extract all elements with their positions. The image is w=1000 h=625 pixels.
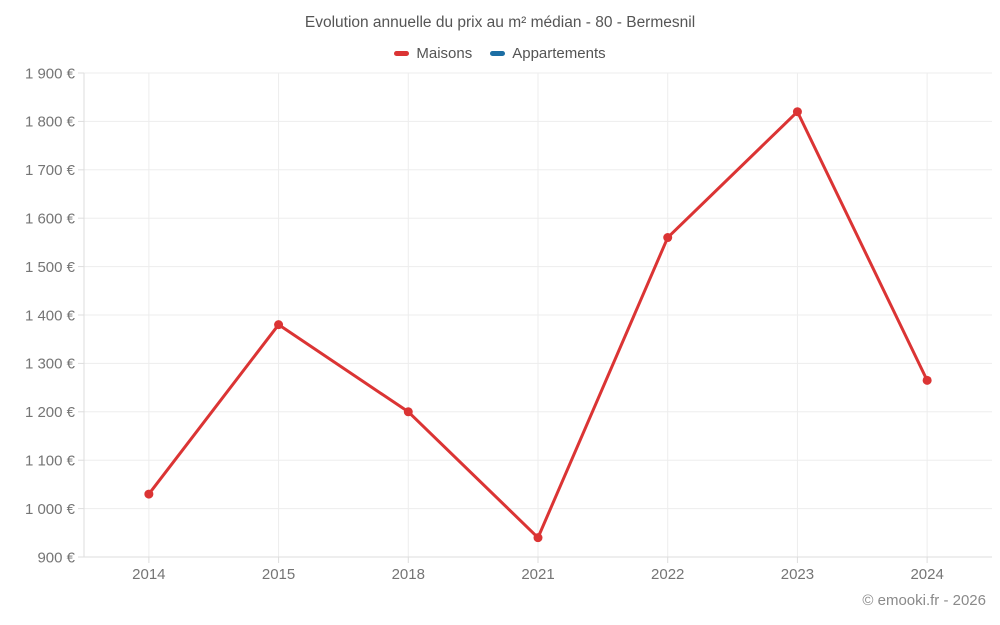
legend-label-maisons: Maisons [416, 45, 473, 62]
x-tick-label: 2022 [651, 566, 684, 583]
x-tick-label: 2023 [781, 566, 814, 583]
x-tick-label: 2014 [132, 566, 165, 583]
copyright-footer: © emooki.fr - 2026 [862, 592, 986, 609]
y-tick-label: 900 € [37, 549, 75, 566]
y-tick-label: 1 200 € [25, 404, 76, 421]
maisons-point[interactable] [144, 489, 154, 499]
x-tick-label: 2015 [262, 566, 295, 583]
maisons-point[interactable] [403, 407, 413, 417]
maisons-point[interactable] [274, 320, 284, 330]
legend-swatch-appartements [490, 51, 506, 56]
y-tick-label: 1 600 € [25, 210, 76, 227]
legend: Maisons Appartements [0, 45, 1000, 62]
maisons-point[interactable] [792, 107, 802, 117]
y-tick-label: 1 300 € [25, 356, 76, 373]
y-tick-label: 1 400 € [25, 307, 76, 324]
y-tick-label: 1 100 € [25, 452, 76, 469]
y-tick-label: 1 500 € [25, 259, 76, 276]
legend-item-maisons[interactable]: Maisons [394, 45, 472, 62]
maisons-point[interactable] [533, 533, 543, 543]
maisons-point[interactable] [922, 375, 932, 385]
y-tick-label: 1 800 € [25, 114, 76, 131]
x-tick-label: 2021 [521, 566, 554, 583]
legend-item-appartements[interactable]: Appartements [490, 45, 606, 62]
y-tick-label: 1 900 € [25, 65, 76, 82]
x-tick-label: 2024 [910, 566, 943, 583]
legend-label-appartements: Appartements [512, 45, 606, 62]
y-tick-label: 1 000 € [25, 501, 76, 518]
y-tick-label: 1 700 € [25, 162, 76, 179]
x-tick-label: 2018 [392, 566, 425, 583]
legend-swatch-maisons [394, 51, 410, 56]
maisons-point[interactable] [663, 233, 673, 243]
chart-title: Evolution annuelle du prix au m² médian … [304, 14, 696, 31]
